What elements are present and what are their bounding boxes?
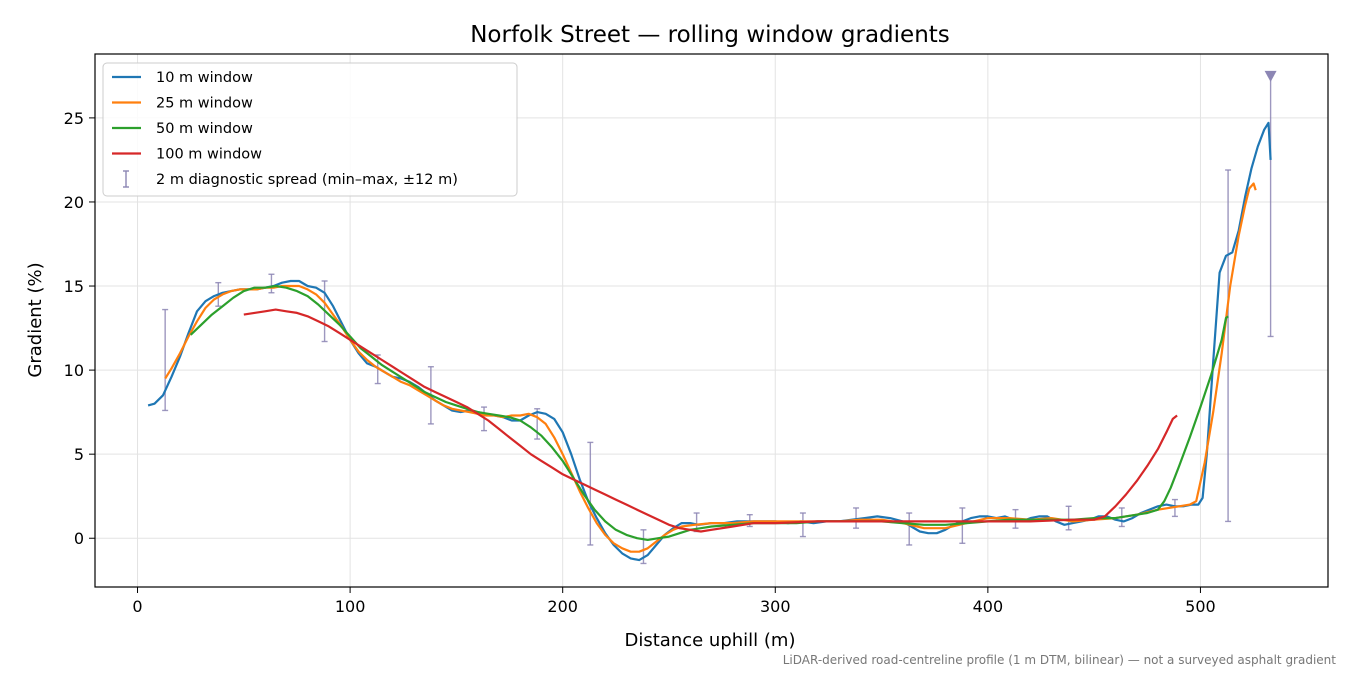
y-tick-label: 20 [64,193,84,212]
x-axis-label: Distance uphill (m) [625,630,796,651]
x-tick-label: 500 [1185,597,1216,616]
legend-label: 100 m window [156,147,262,163]
legend-item: 25 m window [112,96,253,112]
y-tick-label: 10 [64,361,84,380]
x-tick-label: 100 [335,597,366,616]
y-axis-label: Gradient (%) [25,262,46,377]
error-bar [268,273,275,294]
error-bar [1225,169,1232,523]
x-tick-label: 0 [132,597,142,616]
footnote: LiDAR-derived road-centreline profile (1… [783,653,1337,667]
y-tick-label: 0 [74,529,84,548]
legend-label: 25 m window [156,96,253,112]
y-tick-label: 15 [64,277,84,296]
legend-item: 10 m window [112,70,253,86]
legend-label: 10 m window [156,70,253,86]
series-line [243,308,1178,533]
x-tick-label: 300 [760,597,791,616]
legend-box [102,62,518,197]
error-bar [959,507,966,544]
error-bar [534,408,541,440]
legend-label: 50 m window [156,121,253,137]
error-bar [587,441,594,546]
error-bar [162,308,169,412]
x-tick-label: 400 [973,597,1004,616]
y-tick-label: 25 [64,109,84,128]
legend: 10 m window 25 m window 50 m window 100 m w… [102,62,518,197]
plot-area [147,70,1277,565]
chart-title: Norfolk Street — rolling window gradient… [470,22,950,48]
peak-marker [1264,70,1277,82]
legend-item: 100 m window [112,147,262,163]
legend-item: 2 m diagnostic spread (min–max, ±12 m) [123,170,458,188]
error-bar [1065,505,1072,531]
x-tick-label: 200 [547,597,578,616]
plot-frame [94,53,1329,588]
y-tick-label: 5 [74,445,84,464]
legend-label: 2 m diagnostic spread (min–max, ±12 m) [156,172,458,188]
legend-item: 50 m window [112,121,253,137]
axis-ticks: 0 100 200 300 400 500 0 5 10 15 20 25 [64,109,1216,616]
error-bar [906,512,913,546]
grid-lines [95,54,1328,587]
error-bar [799,512,806,538]
